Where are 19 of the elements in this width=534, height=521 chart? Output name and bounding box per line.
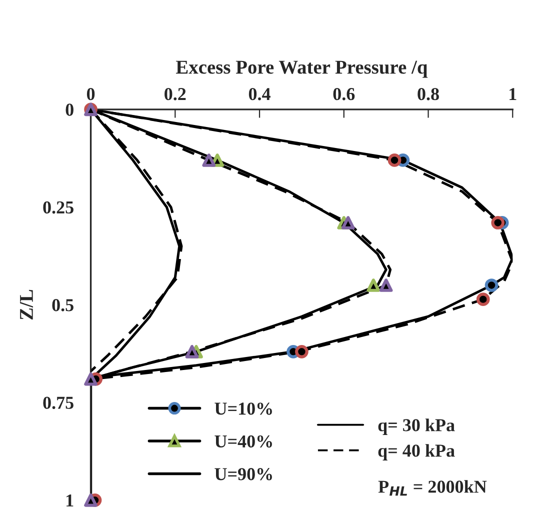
legend-label: U=90% [214, 468, 272, 480]
annotation: P$_{HL}$ = 2000kN [378, 480, 487, 496]
y-axis-title: Z/L [20, 290, 34, 320]
y-tick-label: 0.5 [52, 299, 74, 312]
x-tick-label: 0.6 [333, 88, 355, 100]
x-tick-label: 1 [510, 88, 516, 100]
y-tick-label: 0 [66, 104, 74, 116]
legend-label: U=40% [214, 435, 272, 448]
y-tick-label: 1 [66, 494, 74, 506]
x-tick-label: 0.8 [418, 88, 439, 100]
annotation: q= 30 kPa [378, 418, 455, 435]
x-axis-title: Excess Pore Water Pressure /q [176, 60, 428, 78]
y-tick-label: 0.25 [43, 201, 74, 214]
x-tick-label: 0.4 [248, 88, 270, 100]
annotation: q= 40 kPa [378, 444, 455, 460]
y-tick-label: 0.75 [43, 396, 74, 409]
legend-label: U=10% [214, 402, 272, 415]
x-tick-label: 0.2 [164, 88, 186, 100]
x-tick-label: 0 [86, 88, 95, 100]
